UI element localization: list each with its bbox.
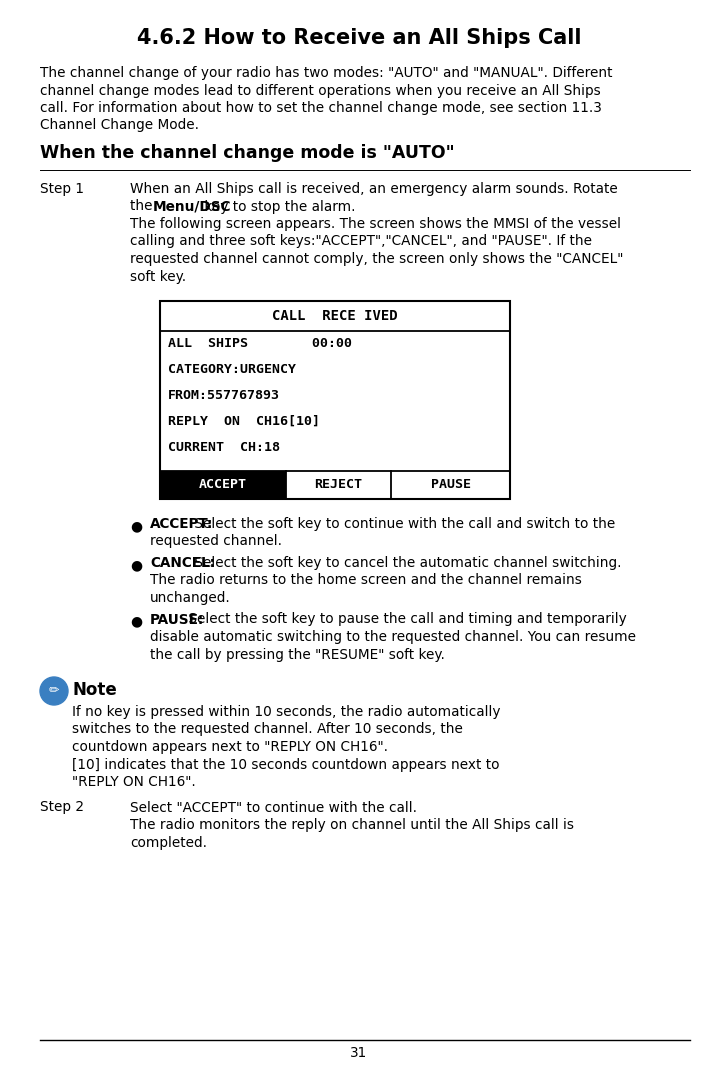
Text: The following screen appears. The screen shows the MMSI of the vessel: The following screen appears. The screen… [130,217,621,231]
Text: Menu/DSC: Menu/DSC [152,199,231,213]
Text: Step 2: Step 2 [40,801,84,814]
Text: Note: Note [72,681,116,699]
Text: countdown appears next to "REPLY ON CH16".: countdown appears next to "REPLY ON CH16… [72,740,388,754]
Text: ●: ● [130,558,142,572]
Text: soft key.: soft key. [130,270,186,284]
Text: ●: ● [130,519,142,533]
Text: "REPLY ON CH16".: "REPLY ON CH16". [72,775,196,789]
Text: key to stop the alarm.: key to stop the alarm. [200,199,356,213]
Text: requested channel cannot comply, the screen only shows the "CANCEL": requested channel cannot comply, the scr… [130,252,623,266]
Text: call. For information about how to set the channel change mode, see section 11.3: call. For information about how to set t… [40,101,602,115]
Text: ✏: ✏ [49,684,59,697]
Text: the: the [130,199,157,213]
Text: disable automatic switching to the requested channel. You can resume: disable automatic switching to the reque… [150,630,636,644]
Circle shape [40,677,68,705]
Text: Select "ACCEPT" to continue with the call.: Select "ACCEPT" to continue with the cal… [130,801,417,814]
Text: Select the soft key to pause the call and timing and temporarily: Select the soft key to pause the call an… [184,613,627,627]
Text: Channel Change Mode.: Channel Change Mode. [40,118,199,132]
Text: requested channel.: requested channel. [150,534,282,549]
Text: If no key is pressed within 10 seconds, the radio automatically: If no key is pressed within 10 seconds, … [72,705,500,718]
Text: 4.6.2 How to Receive an All Ships Call: 4.6.2 How to Receive an All Ships Call [137,28,581,48]
Text: CANCEL:: CANCEL: [150,556,215,570]
Text: Select the soft key to continue with the call and switch to the: Select the soft key to continue with the… [190,517,615,531]
Text: switches to the requested channel. After 10 seconds, the: switches to the requested channel. After… [72,723,463,737]
Text: FROM:557767893: FROM:557767893 [168,389,280,402]
Text: ACCEPT: ACCEPT [199,478,247,491]
Text: When an All Ships call is received, an emergency alarm sounds. Rotate: When an All Ships call is received, an e… [130,182,618,196]
Text: [10] indicates that the 10 seconds countdown appears next to: [10] indicates that the 10 seconds count… [72,758,500,772]
Text: channel change modes lead to different operations when you receive an All Ships: channel change modes lead to different o… [40,83,601,97]
Text: ALL  SHIPS        00:00: ALL SHIPS 00:00 [168,337,352,350]
Text: The channel change of your radio has two modes: "AUTO" and "MANUAL". Different: The channel change of your radio has two… [40,66,613,80]
Text: CALL  RECE IVED: CALL RECE IVED [273,309,398,323]
Text: calling and three soft keys:"ACCEPT","CANCEL", and "PAUSE". If the: calling and three soft keys:"ACCEPT","CA… [130,235,592,248]
Text: Select the soft key to cancel the automatic channel switching.: Select the soft key to cancel the automa… [190,556,621,570]
Text: Step 1: Step 1 [40,182,84,196]
Text: REJECT: REJECT [314,478,362,491]
Text: completed.: completed. [130,836,207,850]
Text: ●: ● [130,614,142,629]
Text: unchanged.: unchanged. [150,591,231,605]
Text: CATEGORY:URGENCY: CATEGORY:URGENCY [168,364,296,376]
Text: PAUSE: PAUSE [431,478,470,491]
Bar [160,471,286,499]
Text: 31: 31 [350,1046,367,1060]
Text: PAUSE:: PAUSE: [150,613,204,627]
Text: REPLY  ON  CH16[10]: REPLY ON CH16[10] [168,415,320,429]
Text: CURRENT  CH:18: CURRENT CH:18 [168,441,280,454]
Text: The radio monitors the reply on channel until the All Ships call is: The radio monitors the reply on channel … [130,818,574,831]
Text: The radio returns to the home screen and the channel remains: The radio returns to the home screen and… [150,574,582,587]
Text: When the channel change mode is "AUTO": When the channel change mode is "AUTO" [40,144,454,162]
Text: ACCEPT:: ACCEPT: [150,517,214,531]
Text: the call by pressing the "RESUME" soft key.: the call by pressing the "RESUME" soft k… [150,647,445,662]
